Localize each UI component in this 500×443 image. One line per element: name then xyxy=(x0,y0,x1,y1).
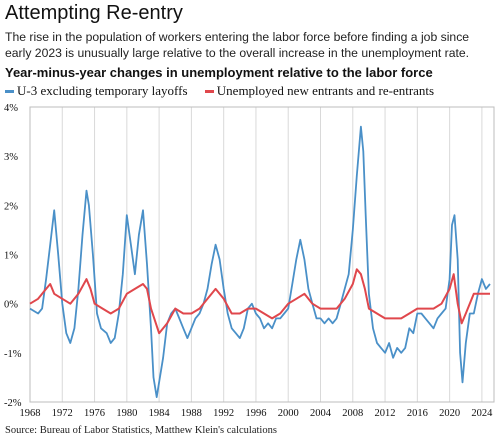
x-tick-label-1996: 1996 xyxy=(245,408,266,419)
plot-frame xyxy=(29,106,495,403)
page-title: Attempting Re-entry xyxy=(5,2,183,24)
x-axis: 1968 1972 1976 1980 1984 1988 1992 1996 2000 2004… xyxy=(20,408,494,419)
page-subtitle: The rise in the population of workers en… xyxy=(5,30,470,60)
source-note: Source: Bureau of Labor Statistics, Matt… xyxy=(5,425,277,436)
x-tick-label-1976: 1976 xyxy=(84,408,105,419)
y-tick-label-1: -1% xyxy=(4,349,22,360)
x-tick-label-1972: 1972 xyxy=(52,408,73,419)
x-tick-label-1988: 1988 xyxy=(181,408,202,419)
x-tick-label-2000: 2000 xyxy=(278,408,299,419)
y-axis: -2% -1% 0% 1% 2% 3% 4% xyxy=(4,103,22,409)
x-tick-label-2004: 2004 xyxy=(310,408,332,419)
y-tick-label-5: 3% xyxy=(4,152,18,163)
chart-lines xyxy=(29,125,491,398)
x-tick-label-1984: 1984 xyxy=(149,408,171,419)
legend-label-u3: U-3 excluding temporary layoffs xyxy=(17,83,188,98)
legend-item-u3: U-3 excluding temporary layoffs xyxy=(5,83,188,99)
x-tick-label-1980: 1980 xyxy=(116,408,137,419)
chart-legend: U-3 excluding temporary layoffs Unemploy… xyxy=(5,83,448,99)
x-tick-label-2020: 2020 xyxy=(439,408,460,419)
legend-item-entrants: Unemployed new entrants and re-entrants xyxy=(204,83,435,99)
y-tick-label-3: 1% xyxy=(4,251,18,262)
x-tick-label-2016: 2016 xyxy=(407,408,428,419)
chart-grid xyxy=(29,106,495,403)
legend-swatch-entrants xyxy=(204,89,214,93)
legend-label-entrants: Unemployed new entrants and re-entrants xyxy=(216,83,435,98)
x-tick-label-1968: 1968 xyxy=(20,408,41,419)
chart-title: Year-minus-year changes in unemployment … xyxy=(5,65,433,80)
series-line-1 xyxy=(29,268,490,335)
y-tick-label-2: 0% xyxy=(4,300,18,311)
x-tick-label-1992: 1992 xyxy=(213,408,234,419)
x-tick-label-2024: 2024 xyxy=(471,408,493,419)
x-tick-label-2012: 2012 xyxy=(375,408,396,419)
y-tick-label-0: -2% xyxy=(4,398,22,409)
y-tick-label-4: 2% xyxy=(4,201,18,212)
series-line-0 xyxy=(29,125,491,398)
legend-swatch-u3 xyxy=(5,89,14,93)
x-tick-label-2008: 2008 xyxy=(342,408,363,419)
y-tick-label-6: 4% xyxy=(4,103,18,114)
